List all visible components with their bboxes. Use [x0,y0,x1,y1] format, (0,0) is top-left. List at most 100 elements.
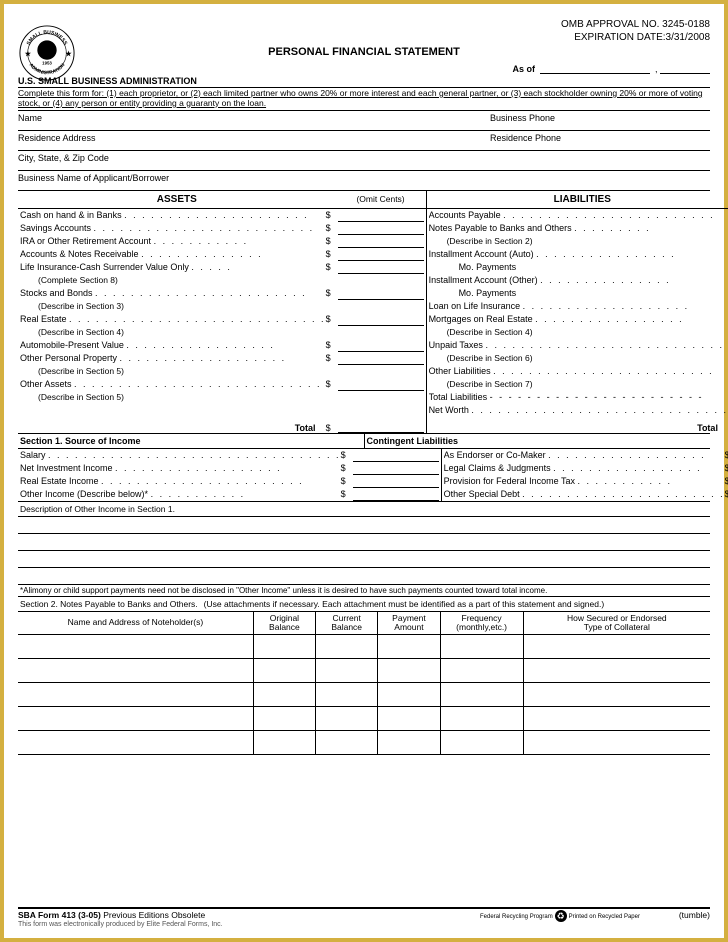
notes-table-cell[interactable] [440,707,523,731]
amount-field[interactable] [338,354,424,365]
line-item: Other Special Debt . . . . . . . . . . .… [442,488,728,501]
notes-table-cell[interactable] [18,659,253,683]
line-item: Unpaid Taxes . . . . . . . . . . . . . .… [427,339,728,352]
line-item-describe: (Describe in Section 7) [427,378,728,391]
assets-total-label: Total [20,423,326,433]
section2-header: Section 2. Notes Payable to Banks and Ot… [18,597,710,612]
line-item: Provision for Federal Income Tax . . . .… [442,475,728,488]
notes-table-cell[interactable] [253,707,315,731]
amount-field[interactable] [338,380,424,391]
as-of-date-field[interactable] [540,64,650,74]
notes-table-cell[interactable] [316,659,378,683]
amount-field[interactable] [353,451,439,462]
recycle-right-text: Printed on Recycled Paper [569,914,640,920]
notes-table-cell[interactable] [523,659,710,683]
desc-row[interactable] [18,533,710,550]
section2-note: (Use attachments if necessary. Each atta… [204,599,605,609]
notes-table-cell[interactable] [440,659,523,683]
instructions-text: Complete this form for: (1) each proprie… [18,88,710,111]
notes-table-cell[interactable] [378,731,440,755]
notes-table-cell[interactable] [18,731,253,755]
liabilities-total-row: Total $ [427,417,728,433]
notes-table-cell[interactable] [523,635,710,659]
produced-by: This form was electronically produced by… [18,921,470,928]
line-item: Accounts Payable . . . . . . . . . . . .… [427,209,728,222]
amount-field[interactable] [353,490,439,501]
notes-table-cell[interactable] [253,659,315,683]
business-name-label: Business Name of Applicant/Borrower [18,173,710,190]
amount-field[interactable] [338,263,424,274]
line-item-describe: (Describe in Section 2) [427,235,728,248]
amount-field[interactable] [353,477,439,488]
as-of-year-field[interactable] [660,64,710,74]
svg-text:★: ★ [25,50,32,58]
assets-total-field[interactable] [338,422,424,433]
desc-row[interactable] [18,567,710,584]
notes-table-cell[interactable] [253,731,315,755]
income-list: Salary . . . . . . . . . . . . . . . . .… [18,449,442,501]
notes-table-cell[interactable] [316,683,378,707]
line-item: Installment Account (Auto) . . . . . . .… [427,248,728,261]
amount-field[interactable] [338,211,424,222]
line-item: IRA or Other Retirement Account . . . . … [18,235,426,248]
notes-table-cell[interactable] [378,659,440,683]
svg-text:1953: 1953 [42,61,52,66]
notes-table-cell[interactable] [316,731,378,755]
line-item-sub: Mo. Payments$ [427,261,728,274]
amount-field[interactable] [338,315,424,326]
notes-table-cell[interactable] [316,707,378,731]
line-item-describe: (Complete Section 8) [18,274,426,287]
notes-table-cell[interactable] [523,707,710,731]
line-item: Total Liabilities - - - - - - - - - - - … [427,391,728,404]
notes-table-cell[interactable] [440,635,523,659]
notes-table-cell[interactable] [18,683,253,707]
amount-field[interactable] [338,237,424,248]
notes-column-header: Frequency(monthly,etc.) [440,612,523,635]
assets-liabilities-section: ASSETS (Omit Cents) Cash on hand & in Ba… [18,191,710,434]
recycle-left-text: Federal Recycling Program [480,914,553,920]
line-item-sub: Mo. Payments$ [427,287,728,300]
notes-table-cell[interactable] [440,683,523,707]
desc-row[interactable] [18,550,710,567]
notes-table-cell[interactable] [523,731,710,755]
line-item: Stocks and Bonds . . . . . . . . . . . .… [18,287,426,300]
line-item: Other Assets . . . . . . . . . . . . . .… [18,378,426,391]
alimony-footnote: *Alimony or child support payments need … [18,585,710,597]
amount-field[interactable] [338,341,424,352]
amount-field[interactable] [338,224,424,235]
notes-payable-table: Name and Address of Noteholder(s)Origina… [18,612,710,756]
line-item: Mortgages on Real Estate . . . . . . . .… [427,313,728,326]
section1-body: Salary . . . . . . . . . . . . . . . . .… [18,449,710,502]
liabilities-list: Accounts Payable . . . . . . . . . . . .… [427,209,728,417]
notes-table-cell[interactable] [523,683,710,707]
notes-column-header: CurrentBalance [316,612,378,635]
desc-row[interactable] [18,516,710,533]
business-phone-label: Business Phone [490,113,710,130]
notes-column-header: How Secured or EndorsedType of Collatera… [523,612,710,635]
notes-table-cell[interactable] [378,635,440,659]
contingent-list: As Endorser or Co-Maker . . . . . . . . … [442,449,728,501]
notes-table-cell[interactable] [378,683,440,707]
notes-table-cell[interactable] [316,635,378,659]
line-item: Other Income (Describe below)* . . . . .… [18,488,441,501]
line-item-describe: (Describe in Section 3) [18,300,426,313]
agency-name: U.S. SMALL BUSINESS ADMINISTRATION [18,76,710,88]
notes-table-cell[interactable] [18,707,253,731]
obsolete-note: Previous Editions Obsolete [101,910,205,920]
notes-table-cell[interactable] [253,635,315,659]
notes-table-cell[interactable] [378,707,440,731]
line-item-describe: (Describe in Section 4) [18,326,426,339]
recycle-icon: ♻ [555,910,567,922]
tumble-note: (tumble) [650,910,710,920]
omb-number: OMB APPROVAL NO. 3245-0188 [18,18,710,31]
amount-field[interactable] [338,289,424,300]
notes-table-cell[interactable] [18,635,253,659]
liabilities-header: LIABILITIES [427,194,728,205]
line-item-describe: (Describe in Section 5) [18,365,426,378]
notes-table-cell[interactable] [253,683,315,707]
header-approval: OMB APPROVAL NO. 3245-0188 EXPIRATION DA… [18,18,710,44]
notes-table-cell[interactable] [440,731,523,755]
amount-field[interactable] [353,464,439,475]
amount-field[interactable] [338,250,424,261]
line-item: Legal Claims & Judgments . . . . . . . .… [442,462,728,475]
